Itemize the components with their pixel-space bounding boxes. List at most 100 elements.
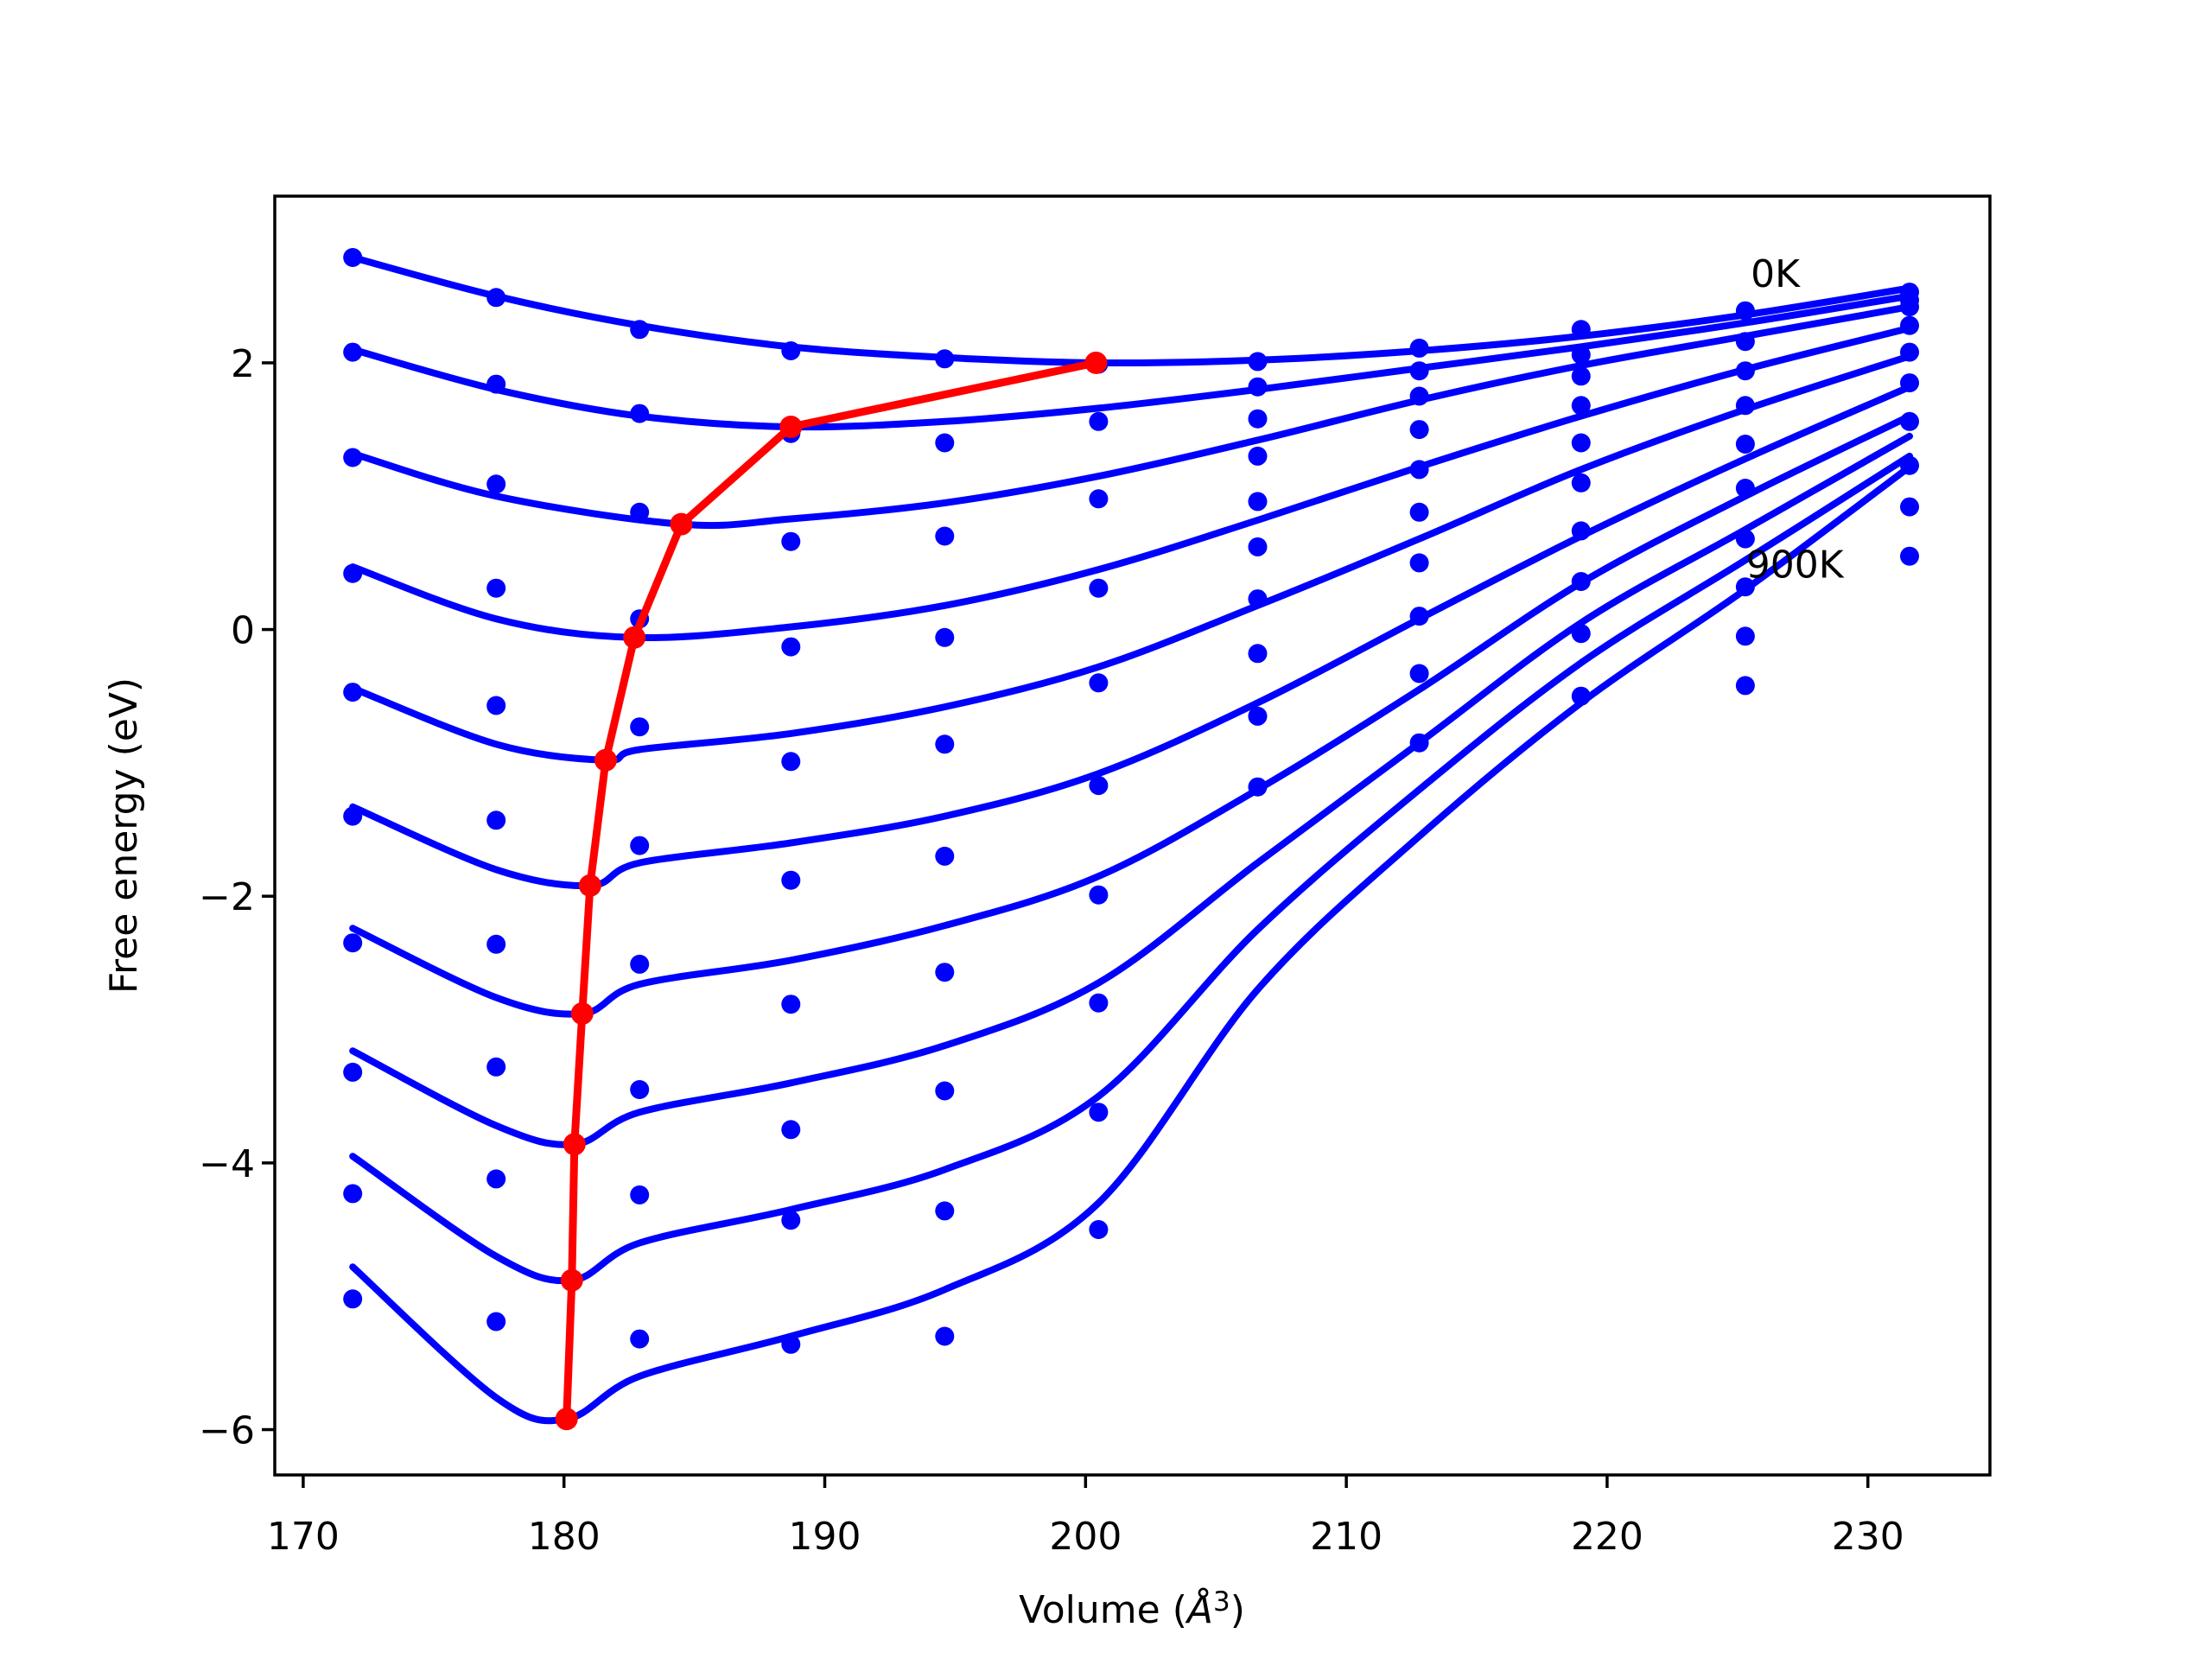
equilibrium-point-6 [570, 1002, 594, 1025]
data-point-900K-V219 [1571, 686, 1591, 706]
data-point-0K-V171.9 [343, 248, 363, 267]
equilibrium-point-3 [623, 626, 646, 649]
data-point-500K-V188.7 [781, 870, 801, 890]
data-point-0K-V188.7 [781, 341, 801, 360]
data-point-100K-V194.6 [935, 433, 955, 453]
data-point-200K-V219 [1571, 366, 1591, 386]
y-tick-label-2: 2 [231, 342, 255, 386]
data-point-500K-V182.9 [630, 836, 650, 855]
data-point-800K-V188.7 [781, 1211, 801, 1230]
equilibrium-path-line [563, 359, 1100, 1423]
x-tick-label-180: 180 [528, 1515, 601, 1559]
data-point-200K-V177.4 [486, 474, 506, 494]
data-point-600K-V171.9 [343, 933, 363, 953]
y-axis-label: Free energy (eV) [102, 677, 146, 994]
data-point-200K-V200.5 [1089, 489, 1109, 509]
x-tick-label-170: 170 [267, 1515, 340, 1559]
data-point-0K-V177.4 [486, 288, 506, 308]
data-point-100K-V212.8 [1409, 361, 1429, 381]
data-point-300K-V171.9 [343, 563, 363, 583]
data-point-900K-V171.9 [343, 1289, 363, 1309]
data-point-400K-V212.8 [1409, 460, 1429, 480]
fit-curve-100K [349, 292, 1913, 431]
data-point-900K-V194.6 [935, 1326, 955, 1346]
data-point-300K-V188.7 [781, 637, 801, 657]
data-point-700K-V206.6 [1248, 644, 1268, 664]
data-point-500K-V206.6 [1248, 537, 1268, 556]
data-point-700K-V182.9 [630, 1080, 650, 1099]
data-point-600K-V206.6 [1248, 589, 1268, 609]
data-point-600K-V219 [1571, 521, 1591, 541]
data-point-700K-V212.8 [1409, 607, 1429, 626]
data-point-200K-V182.9 [630, 502, 650, 522]
y-tick-label-−4: −4 [199, 1142, 255, 1186]
data-point-400K-V225.3 [1735, 435, 1755, 454]
data-point-600K-V225.3 [1735, 529, 1755, 549]
data-point-200K-V212.8 [1409, 386, 1429, 406]
data-point-100K-V225.3 [1735, 332, 1755, 352]
data-point-0K-V225.3 [1735, 301, 1755, 321]
data-point-900K-V212.8 [1409, 733, 1429, 753]
data-point-0K-V194.6 [935, 349, 955, 369]
data-point-400K-V188.7 [781, 752, 801, 772]
equilibrium-point-8 [560, 1268, 583, 1292]
data-point-400K-V182.9 [630, 717, 650, 737]
data-point-300K-V225.3 [1735, 396, 1755, 416]
data-point-600K-V177.4 [486, 934, 506, 954]
x-tick-label-190: 190 [789, 1515, 861, 1559]
data-point-800K-V212.8 [1409, 664, 1429, 683]
equilibrium-point-1 [779, 416, 803, 438]
data-point-400K-V200.5 [1089, 673, 1109, 693]
data-point-900K-V206.6 [1248, 777, 1268, 797]
data-point-0K-V206.6 [1248, 352, 1268, 372]
data-point-500K-V225.3 [1735, 479, 1755, 498]
x-axis-label: Volume (Å3) [1019, 1586, 1245, 1632]
data-point-500K-V200.5 [1089, 776, 1109, 796]
data-point-600K-V194.6 [935, 963, 955, 982]
data-point-700K-V219 [1571, 572, 1591, 591]
data-point-400K-V177.4 [486, 696, 506, 715]
data-point-700K-V177.4 [486, 1057, 506, 1077]
data-point-700K-V225.3 [1735, 577, 1755, 597]
data-point-200K-V206.6 [1248, 409, 1268, 429]
data-point-600K-V231.6 [1900, 411, 1919, 431]
data-point-900K-V200.5 [1089, 1220, 1109, 1239]
data-point-500K-V231.6 [1900, 373, 1919, 393]
data-point-700K-V171.9 [343, 1062, 363, 1082]
annotation-900K: 900K [1746, 543, 1845, 587]
y-tick-label-0: 0 [231, 609, 255, 653]
fit-curve-300K [349, 324, 1913, 642]
data-point-800K-V206.6 [1248, 706, 1268, 726]
data-point-800K-V182.9 [630, 1185, 650, 1205]
data-point-200K-V225.3 [1735, 361, 1755, 381]
data-point-100K-V206.6 [1248, 377, 1268, 397]
data-point-800K-V177.4 [486, 1169, 506, 1189]
data-point-500K-V194.6 [935, 846, 955, 866]
data-point-500K-V177.4 [486, 810, 506, 830]
data-point-900K-V182.9 [630, 1329, 650, 1349]
equilibrium-point-0 [1084, 351, 1108, 374]
x-tick-label-230: 230 [1832, 1515, 1904, 1559]
data-point-900K-V231.6 [1900, 546, 1919, 566]
data-point-500K-V219 [1571, 473, 1591, 493]
data-point-600K-V200.5 [1089, 885, 1109, 905]
plot-area: 170 180 190 200 210 220 230 2 0 −2 −4 −6 [199, 194, 1992, 1559]
equilibrium-point-9 [555, 1408, 578, 1431]
x-tick-label-220: 220 [1571, 1515, 1643, 1559]
equilibrium-point-5 [578, 874, 601, 897]
equilibrium-point-4 [594, 748, 617, 772]
data-point-100K-V200.5 [1089, 411, 1109, 431]
data-point-200K-V231.6 [1900, 297, 1919, 317]
data-point-400K-V219 [1571, 433, 1591, 453]
axes-spines [273, 194, 1992, 1477]
data-point-700K-V231.6 [1900, 455, 1919, 475]
data-point-600K-V182.9 [630, 954, 650, 974]
data-point-800K-V171.9 [343, 1184, 363, 1204]
data-point-300K-V206.6 [1248, 446, 1268, 466]
data-point-500K-V212.8 [1409, 502, 1429, 522]
x-tick-label-210: 210 [1310, 1515, 1382, 1559]
equilibrium-point-7 [563, 1133, 586, 1156]
data-point-600K-V212.8 [1409, 553, 1429, 573]
data-point-400K-V194.6 [935, 734, 955, 754]
